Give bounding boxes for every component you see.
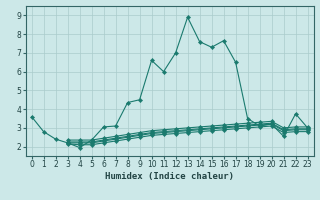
X-axis label: Humidex (Indice chaleur): Humidex (Indice chaleur) <box>105 172 234 181</box>
